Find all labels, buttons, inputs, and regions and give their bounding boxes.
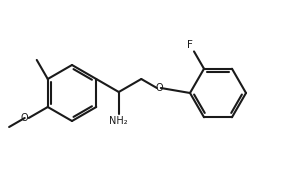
Text: F: F xyxy=(187,40,193,50)
Text: O: O xyxy=(20,113,28,123)
Text: O: O xyxy=(155,83,163,93)
Text: NH₂: NH₂ xyxy=(109,116,128,126)
